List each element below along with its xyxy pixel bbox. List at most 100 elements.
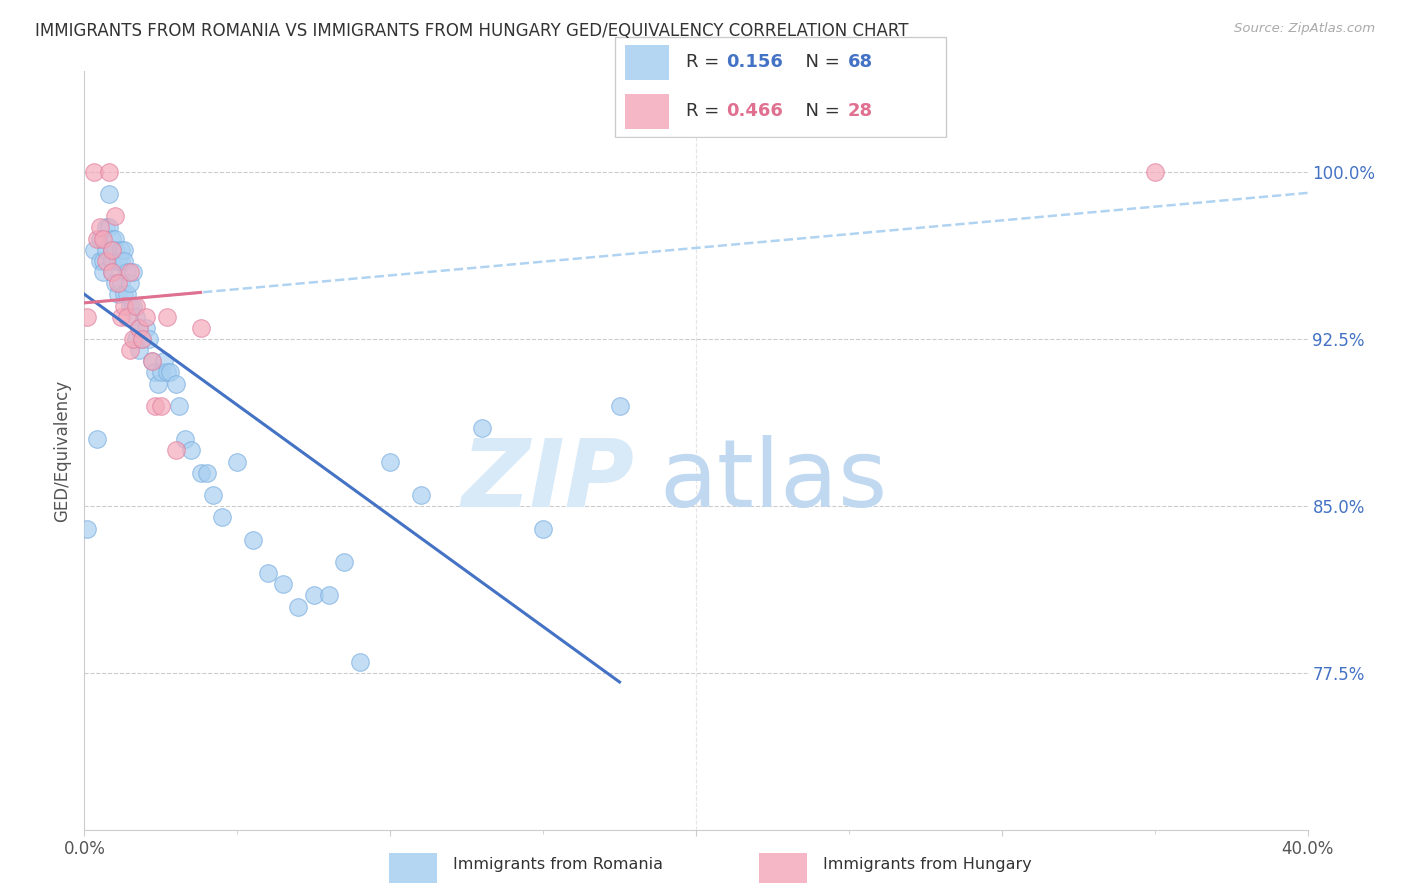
Point: [138, 332, 160, 346]
Point: [146, 376, 169, 391]
Text: ZIP: ZIP: [463, 434, 636, 527]
Point: [83, 243, 105, 257]
Point: [110, 310, 132, 324]
Point: [104, 276, 127, 290]
FancyBboxPatch shape: [389, 853, 437, 883]
Point: [101, 243, 124, 257]
Point: [125, 298, 148, 313]
Point: [141, 354, 163, 368]
Text: Immigrants from Romania: Immigrants from Romania: [453, 857, 662, 872]
Point: [122, 265, 145, 279]
Point: [110, 276, 132, 290]
Point: [143, 365, 166, 379]
Point: [302, 588, 325, 602]
Point: [112, 287, 135, 301]
Point: [409, 488, 432, 502]
Point: [271, 577, 294, 591]
Text: 0.466: 0.466: [727, 102, 783, 120]
Point: [120, 298, 142, 313]
Text: R =: R =: [686, 53, 725, 70]
Point: [128, 343, 150, 357]
FancyBboxPatch shape: [759, 853, 807, 883]
Point: [94, 254, 117, 268]
Point: [149, 399, 172, 413]
Point: [86, 231, 108, 245]
Point: [115, 287, 138, 301]
Point: [156, 365, 179, 379]
Text: 0.156: 0.156: [727, 53, 783, 70]
Point: [101, 231, 124, 245]
Point: [91, 254, 114, 268]
Point: [120, 265, 142, 279]
Point: [531, 521, 554, 535]
Text: N =: N =: [794, 53, 845, 70]
Point: [122, 332, 145, 346]
Point: [165, 443, 187, 458]
Point: [149, 365, 172, 379]
Point: [287, 599, 309, 614]
Point: [153, 354, 176, 368]
Point: [101, 243, 124, 257]
Point: [190, 320, 212, 334]
Point: [141, 354, 163, 368]
Point: [190, 466, 212, 480]
Point: [110, 243, 132, 257]
Point: [107, 287, 129, 301]
Point: [107, 254, 129, 268]
Point: [94, 220, 117, 235]
Point: [89, 220, 111, 235]
Point: [86, 432, 108, 446]
Point: [110, 254, 132, 268]
Text: 68: 68: [848, 53, 873, 70]
Point: [143, 399, 166, 413]
Point: [101, 265, 124, 279]
Text: IMMIGRANTS FROM ROMANIA VS IMMIGRANTS FROM HUNGARY GED/EQUIVALENCY CORRELATION C: IMMIGRANTS FROM ROMANIA VS IMMIGRANTS FR…: [35, 22, 908, 40]
Text: R =: R =: [686, 102, 725, 120]
Point: [83, 164, 105, 178]
Text: atlas: atlas: [659, 434, 887, 527]
Point: [226, 454, 249, 468]
Point: [609, 399, 631, 413]
Point: [333, 555, 356, 569]
Point: [112, 298, 135, 313]
Point: [97, 187, 120, 202]
Point: [135, 310, 157, 324]
Text: Source: ZipAtlas.com: Source: ZipAtlas.com: [1234, 22, 1375, 36]
Point: [112, 254, 135, 268]
Text: Immigrants from Hungary: Immigrants from Hungary: [823, 857, 1031, 872]
FancyBboxPatch shape: [614, 37, 946, 137]
Point: [91, 231, 114, 245]
Point: [112, 243, 135, 257]
Point: [122, 298, 145, 313]
Text: 28: 28: [848, 102, 873, 120]
FancyBboxPatch shape: [626, 95, 669, 129]
Point: [97, 220, 120, 235]
Point: [159, 365, 181, 379]
Point: [120, 276, 142, 290]
Point: [135, 320, 157, 334]
Point: [101, 254, 124, 268]
Point: [125, 310, 148, 324]
Point: [76, 310, 98, 324]
Point: [165, 376, 187, 391]
Point: [211, 510, 233, 524]
Point: [97, 164, 120, 178]
FancyBboxPatch shape: [626, 45, 669, 79]
Point: [195, 466, 218, 480]
Text: N =: N =: [794, 102, 845, 120]
Point: [242, 533, 264, 547]
Point: [380, 454, 402, 468]
Point: [89, 231, 111, 245]
Point: [115, 265, 138, 279]
Point: [131, 332, 153, 346]
Point: [180, 443, 202, 458]
Point: [257, 566, 280, 580]
Point: [101, 265, 124, 279]
Point: [201, 488, 224, 502]
Point: [167, 399, 190, 413]
Point: [120, 343, 142, 357]
Point: [125, 332, 148, 346]
Point: [104, 243, 127, 257]
Point: [128, 320, 150, 334]
Point: [471, 421, 494, 435]
